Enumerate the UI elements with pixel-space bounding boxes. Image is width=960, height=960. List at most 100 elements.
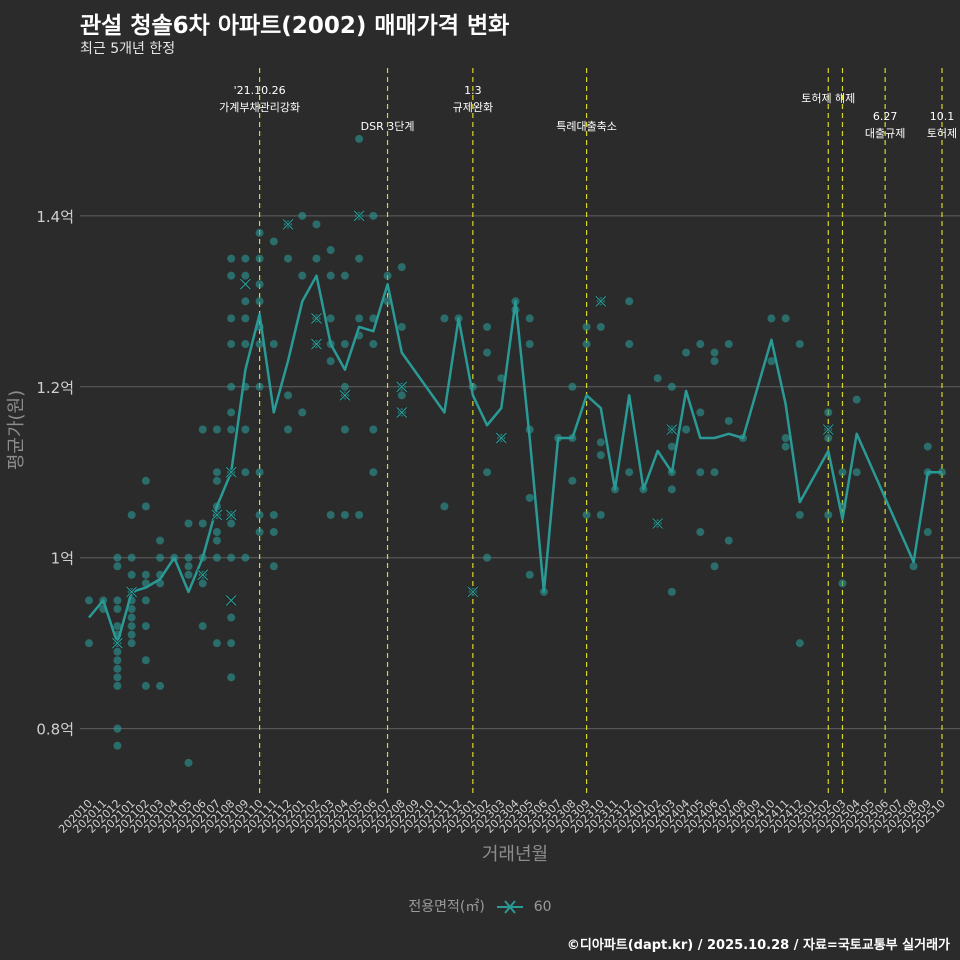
data-point bbox=[795, 639, 804, 648]
data-point bbox=[625, 468, 634, 477]
data-point bbox=[582, 340, 591, 349]
x-marker bbox=[466, 585, 479, 598]
data-point bbox=[241, 553, 250, 562]
x-marker-stroke bbox=[652, 518, 664, 529]
x-marker-stroke bbox=[225, 509, 237, 521]
data-point bbox=[795, 340, 804, 349]
data-point bbox=[710, 468, 719, 477]
event-date: '21.10.26 bbox=[234, 84, 286, 97]
data-point bbox=[255, 510, 264, 519]
data-point bbox=[824, 510, 833, 519]
grid-lines bbox=[80, 215, 960, 730]
data-point bbox=[227, 254, 236, 263]
data-point bbox=[781, 314, 790, 323]
data-point bbox=[497, 374, 506, 383]
data-point bbox=[184, 519, 193, 528]
x-marker bbox=[225, 466, 238, 479]
data-point bbox=[156, 681, 165, 690]
data-point bbox=[227, 519, 236, 528]
data-point bbox=[838, 468, 847, 477]
data-point bbox=[85, 596, 93, 605]
data-point bbox=[113, 622, 122, 631]
data-point bbox=[340, 271, 349, 280]
data-point bbox=[113, 673, 122, 682]
data-point bbox=[298, 211, 307, 220]
data-point bbox=[85, 639, 93, 648]
data-point bbox=[127, 630, 136, 639]
event-label: 가계부채관리강화 bbox=[219, 101, 300, 114]
chart-title: 관설 청솔6차 아파트(2002) 매매가격 변화 bbox=[80, 13, 510, 39]
data-point bbox=[255, 468, 264, 477]
data-point bbox=[212, 528, 221, 537]
data-point bbox=[198, 622, 207, 631]
data-point bbox=[852, 395, 861, 404]
data-point bbox=[682, 425, 691, 434]
data-point bbox=[340, 340, 349, 349]
data-point bbox=[355, 510, 364, 519]
data-point bbox=[767, 314, 776, 323]
legend-swatch-icon bbox=[497, 900, 524, 914]
event-label: DSR 3단계 bbox=[361, 120, 415, 133]
x-marker-stroke bbox=[396, 406, 408, 418]
x-axis-labels: 2020102020112020122021012021022021032021… bbox=[56, 797, 948, 836]
x-marker-stroke bbox=[353, 210, 365, 222]
data-point bbox=[525, 493, 534, 502]
data-point bbox=[241, 271, 250, 280]
y-axis-title: 평균가(원) bbox=[6, 390, 27, 470]
data-point bbox=[369, 340, 378, 349]
data-point bbox=[298, 271, 307, 280]
data-point bbox=[113, 656, 122, 665]
data-point bbox=[326, 314, 335, 323]
data-point bbox=[824, 408, 833, 417]
data-point bbox=[284, 391, 293, 400]
x-marker bbox=[239, 278, 252, 291]
data-point bbox=[724, 340, 733, 349]
data-point bbox=[227, 553, 236, 562]
data-point bbox=[212, 536, 221, 545]
x-marker-stroke bbox=[197, 569, 209, 581]
x-marker-stroke bbox=[467, 586, 479, 598]
data-point bbox=[667, 382, 676, 391]
data-point bbox=[397, 263, 406, 272]
event-label: 특례대출축소 bbox=[556, 120, 617, 133]
data-point bbox=[326, 271, 335, 280]
data-point bbox=[113, 647, 122, 656]
data-point bbox=[696, 468, 705, 477]
data-point bbox=[724, 536, 733, 545]
x-marker bbox=[211, 509, 223, 521]
data-point bbox=[141, 502, 150, 511]
average-line bbox=[88, 274, 942, 645]
data-point bbox=[198, 425, 207, 434]
data-point bbox=[483, 468, 492, 477]
x-marker-stroke bbox=[282, 218, 294, 230]
x-marker bbox=[196, 568, 209, 581]
data-point bbox=[113, 681, 122, 690]
data-point bbox=[269, 562, 278, 571]
data-point bbox=[397, 322, 406, 331]
data-point bbox=[227, 340, 236, 349]
data-point bbox=[525, 340, 534, 349]
x-marker bbox=[225, 509, 238, 521]
x-marker bbox=[651, 517, 664, 530]
data-point bbox=[340, 382, 349, 391]
data-point bbox=[483, 322, 492, 331]
data-point bbox=[127, 613, 136, 622]
data-point bbox=[781, 442, 790, 451]
x-marker bbox=[310, 338, 323, 350]
data-point bbox=[596, 451, 605, 460]
data-point bbox=[141, 596, 150, 605]
x-marker-stroke bbox=[311, 312, 322, 324]
x-marker bbox=[225, 594, 238, 607]
data-point bbox=[227, 382, 236, 391]
data-point bbox=[625, 340, 634, 349]
data-point bbox=[127, 570, 136, 579]
data-point bbox=[255, 280, 264, 289]
data-point bbox=[326, 510, 335, 519]
data-point bbox=[269, 237, 278, 246]
data-point bbox=[141, 656, 150, 665]
data-point bbox=[241, 468, 250, 477]
data-point bbox=[241, 425, 250, 434]
data-point bbox=[312, 254, 321, 263]
data-point bbox=[255, 228, 264, 237]
data-point bbox=[184, 758, 193, 767]
